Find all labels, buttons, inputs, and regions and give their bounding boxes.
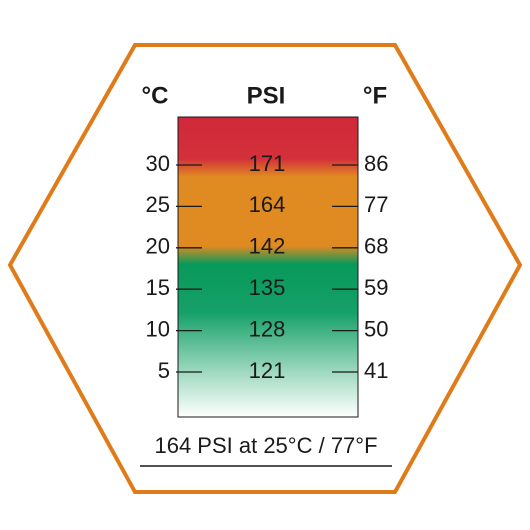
fahrenheit-label: 59 [364, 275, 388, 300]
celsius-label: 25 [146, 192, 170, 217]
celsius-label: 15 [146, 275, 170, 300]
fahrenheit-label: 86 [364, 151, 388, 176]
celsius-label: 30 [146, 151, 170, 176]
temperature-gradient [177, 116, 359, 418]
celsius-label: 10 [146, 316, 170, 341]
celsius-label: 20 [146, 234, 170, 259]
psi-label: 171 [249, 151, 286, 176]
psi-header: PSI [247, 82, 286, 109]
caption: 164 PSI at 25°C / 77°F [154, 433, 377, 458]
psi-label: 142 [249, 234, 286, 259]
fahrenheit-label: 50 [364, 316, 388, 341]
psi-label: 121 [249, 358, 286, 383]
rows: 30 171 86 25 164 77 20 142 68 15 135 59 10 128 50 5 121 4… [146, 151, 389, 383]
fahrenheit-header: °F [363, 82, 387, 109]
psi-label: 135 [249, 275, 286, 300]
fahrenheit-label: 77 [364, 192, 388, 217]
fahrenheit-label: 41 [364, 358, 388, 383]
psi-label: 128 [249, 316, 286, 341]
fahrenheit-label: 68 [364, 234, 388, 259]
psi-label: 164 [249, 192, 286, 217]
celsius-header: °C [142, 82, 169, 109]
celsius-label: 5 [158, 358, 170, 383]
